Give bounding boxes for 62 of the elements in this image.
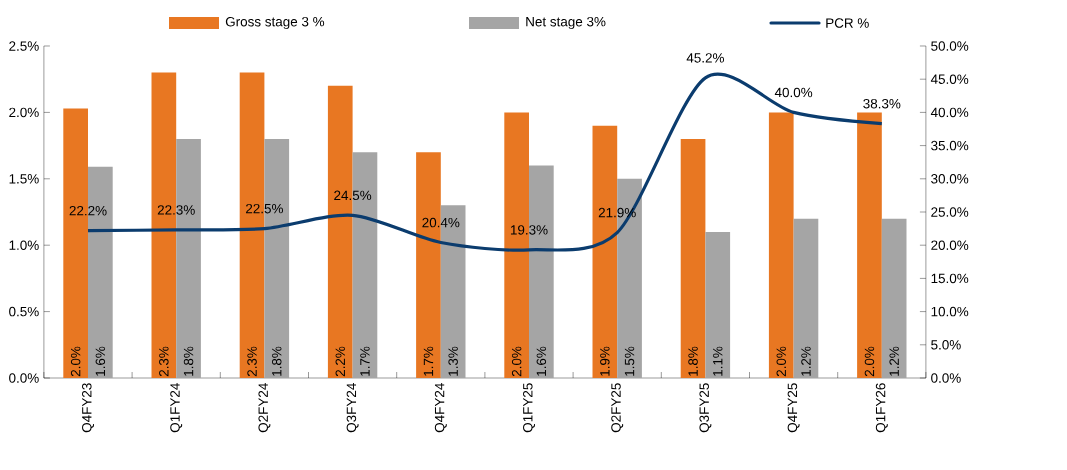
y2-tick-label: 35.0% xyxy=(931,140,969,151)
data-label: 1.5% xyxy=(624,346,635,376)
y-tick-label: 1.0% xyxy=(9,240,39,250)
y2-tick-label: 50.0% xyxy=(931,41,969,51)
x-tick-label: Q4FY25 xyxy=(787,383,800,433)
bar xyxy=(768,112,794,378)
y-tick-label: 2.0% xyxy=(9,107,39,118)
y2-tick-label: 25.0% xyxy=(931,207,969,217)
data-label: 22.2% xyxy=(69,205,107,216)
y2-tick-label: 0.0% xyxy=(931,373,961,383)
y-tick-label: 0.0% xyxy=(9,373,39,383)
data-label: 1.3% xyxy=(448,346,458,376)
data-label: 1.8% xyxy=(183,346,194,376)
bar xyxy=(680,138,706,378)
bar xyxy=(857,112,882,378)
data-label: 2.3% xyxy=(159,346,169,377)
data-label: 2.2% xyxy=(335,346,345,377)
data-label: 1.7% xyxy=(360,346,370,376)
data-label: 2.0% xyxy=(864,346,875,377)
y2-tick-label: 30.0% xyxy=(931,174,969,184)
legend-label: Gross stage 3 % xyxy=(225,16,325,30)
x-tick-label: Q1FY24 xyxy=(170,383,183,433)
x-tick-label: Q4FY23 xyxy=(82,383,94,433)
y2-tick-label: 40.0% xyxy=(930,107,969,118)
data-label: 2.3% xyxy=(247,346,257,377)
bar xyxy=(705,231,731,378)
x-tick-label: Q3FY25 xyxy=(699,383,712,433)
data-label: 40.0% xyxy=(774,87,813,98)
data-label: 38.3% xyxy=(863,98,901,109)
legend-label: Net stage 3% xyxy=(526,16,606,30)
x-tick-label: Q1FY26 xyxy=(875,383,888,433)
data-label: 2.0% xyxy=(511,346,522,377)
data-label: 1.8% xyxy=(688,346,698,376)
data-label: 1.7% xyxy=(423,346,434,376)
data-label: 1.8% xyxy=(271,346,282,376)
x-tick-label: Q4FY24 xyxy=(434,383,447,433)
x-tick-label: Q1FY25 xyxy=(523,383,535,433)
data-label: 1.2% xyxy=(889,346,899,376)
x-tick-label: Q3FY24 xyxy=(346,383,359,433)
bar xyxy=(793,218,819,378)
y-tick-label: 0.5% xyxy=(9,306,39,317)
y2-tick-label: 45.0% xyxy=(930,74,969,84)
y-tick-label: 1.5% xyxy=(9,174,39,184)
data-label: 1.1% xyxy=(713,346,723,376)
y2-tick-label: 5.0% xyxy=(931,340,961,350)
data-label: 1.9% xyxy=(600,346,610,376)
x-tick-label: Q2FY25 xyxy=(611,383,624,433)
bar xyxy=(881,218,907,378)
data-label: 45.2% xyxy=(686,53,724,63)
data-label: 2.0% xyxy=(776,346,787,377)
data-label: 2.0% xyxy=(70,346,81,377)
y-tick-label: 2.5% xyxy=(9,41,39,51)
data-label: 1.2% xyxy=(801,346,811,376)
y2-tick-label: 20.0% xyxy=(931,240,969,250)
legend-label: PCR % xyxy=(826,18,869,28)
data-label: 1.6% xyxy=(536,346,547,376)
data-label: 24.5% xyxy=(334,190,372,201)
data-label: 1.6% xyxy=(95,346,106,376)
x-tick-label: Q2FY24 xyxy=(258,383,271,433)
y2-tick-label: 15.0% xyxy=(931,273,969,284)
data-label: 20.4% xyxy=(422,217,460,228)
y2-tick-label: 10.0% xyxy=(931,306,969,317)
